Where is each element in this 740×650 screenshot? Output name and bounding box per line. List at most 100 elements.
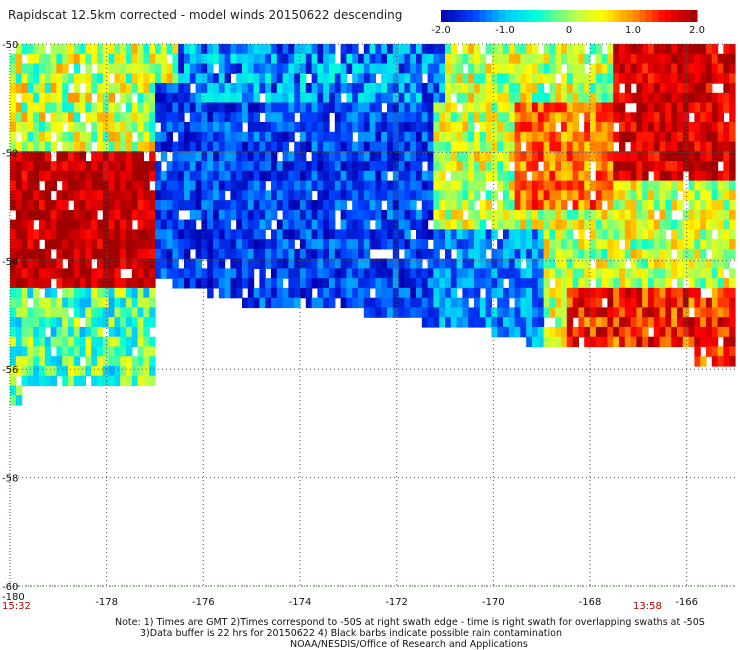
grid-lines (10, 43, 735, 587)
data-cell (33, 102, 40, 113)
data-cell (33, 63, 40, 74)
data-cell (613, 336, 620, 348)
data-cell (688, 278, 695, 289)
data-cell (97, 268, 104, 279)
data-cell (120, 356, 127, 367)
data-cell (39, 44, 46, 55)
data-cell (15, 365, 23, 377)
data-cell (636, 317, 643, 328)
data-cell (636, 141, 643, 152)
data-cell (27, 346, 34, 357)
data-cell (184, 248, 191, 260)
data-cell (601, 151, 608, 162)
data-cell (665, 112, 672, 123)
data-cell (323, 297, 330, 309)
data-cell (79, 53, 86, 65)
data-cell (688, 317, 695, 328)
data-cell (404, 200, 411, 211)
data-cell (537, 297, 545, 309)
data-cell (137, 219, 144, 230)
data-cell (259, 83, 266, 94)
data-cell (271, 287, 278, 299)
data-cell (294, 53, 301, 65)
data-cell (723, 83, 730, 94)
footer-note-line2: 3)Data buffer is 22 hrs for 20150622 4) … (140, 628, 562, 639)
data-cell (97, 44, 104, 55)
data-cell (630, 190, 637, 201)
data-cell (584, 73, 591, 84)
data-cell (555, 92, 562, 104)
data-cell (300, 229, 307, 240)
data-cell (50, 365, 57, 377)
chart-title: Rapidscat 12.5km corrected - model winds… (8, 8, 402, 22)
data-cell (323, 63, 330, 74)
data-cell (126, 229, 133, 240)
data-cell (653, 63, 661, 74)
data-cell (358, 297, 365, 309)
data-cell (706, 73, 713, 84)
data-cell (259, 161, 266, 172)
data-cell (532, 180, 539, 191)
data-cell (143, 44, 150, 55)
data-cell (421, 239, 429, 250)
data-cell (369, 278, 376, 289)
data-cell (50, 326, 57, 338)
data-cell (514, 92, 521, 104)
data-cell (653, 161, 661, 172)
data-cell (131, 190, 139, 201)
data-cell (427, 141, 434, 152)
data-cell (102, 365, 110, 377)
data-cell (468, 248, 475, 260)
data-cell (114, 131, 121, 143)
colorbar-segment (460, 10, 468, 22)
data-cell (700, 278, 707, 289)
data-cell (317, 83, 324, 94)
data-cell (520, 229, 527, 240)
data-cell (329, 219, 336, 230)
data-cell (358, 102, 365, 113)
data-cell (21, 161, 28, 172)
data-cell (665, 83, 672, 94)
data-cell (265, 297, 272, 309)
data-cell (723, 336, 730, 348)
data-cell (514, 326, 521, 338)
data-cell (271, 268, 278, 279)
data-cell (253, 102, 260, 113)
data-cell (630, 219, 637, 230)
data-cell (375, 112, 382, 123)
data-cell (271, 151, 278, 162)
data-cell (39, 356, 46, 367)
data-cell (474, 268, 481, 279)
data-cell (479, 102, 487, 113)
data-cell (114, 53, 121, 65)
data-cell (398, 287, 405, 299)
data-cell (677, 278, 684, 289)
data-cell (421, 170, 429, 182)
data-cell (491, 141, 498, 152)
data-cell (155, 229, 162, 240)
data-cell (561, 122, 568, 133)
data-cell (73, 141, 81, 152)
colorbar-tick-label: 1.0 (625, 25, 641, 36)
data-cell (50, 44, 57, 55)
data-cell (410, 83, 417, 94)
data-cell (706, 317, 713, 328)
data-cell (450, 73, 458, 84)
data-cell (549, 151, 556, 162)
data-cell (166, 44, 173, 55)
data-cell (416, 307, 423, 318)
colorbar-segment (594, 10, 602, 22)
data-cell (317, 297, 324, 309)
data-cell (108, 268, 115, 279)
data-cell (636, 53, 643, 65)
data-cell (613, 83, 620, 94)
data-cell (682, 141, 690, 152)
data-cell (247, 209, 255, 221)
data-cell (601, 219, 608, 230)
data-cell (189, 219, 197, 230)
data-cell (120, 44, 127, 55)
data-cell (491, 170, 498, 182)
data-cell (131, 102, 139, 113)
data-cell (520, 248, 527, 260)
data-cell (410, 112, 417, 123)
